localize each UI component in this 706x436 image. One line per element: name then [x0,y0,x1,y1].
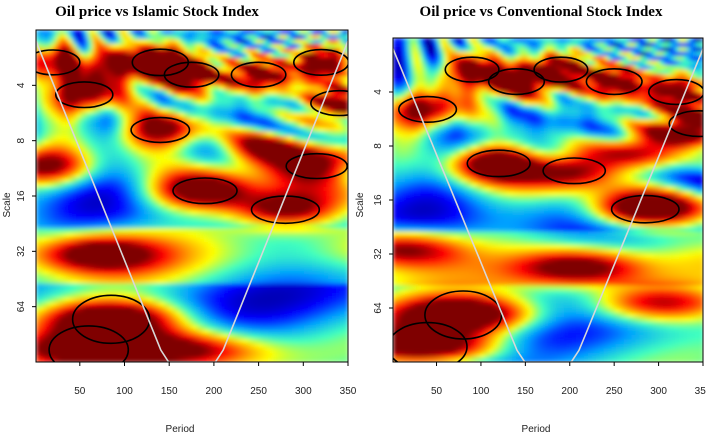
significance-contour [585,67,643,96]
x-tick-label: 150 [517,386,534,397]
significance-contour [648,78,703,106]
y-tick-label: 8 [373,143,384,149]
y-tick-label: 8 [16,137,27,143]
x-tick-label: 100 [116,386,133,397]
significance-contour [444,56,500,83]
x-tick-label: 300 [295,386,312,397]
significance-contour [424,290,503,340]
y-tick-label: 16 [373,194,384,206]
power-field [36,30,348,362]
wavelet-chart-islamic: Oil price vs Islamic Stock Index 50 100 150… [2,4,357,435]
wavelet-panel-islamic: Oil price vs Islamic Stock Index 50 100 150… [2,4,357,435]
x-tick-label: 50 [431,386,443,397]
significance-contour [668,110,703,138]
significance-contour [36,49,81,76]
cone-of-influence [393,48,703,362]
x-tick-label: 150 [161,386,178,397]
significance-contour [293,48,348,76]
y-tick-label: 64 [373,302,384,314]
significance-contour [130,116,191,144]
significance-contour [230,61,287,88]
significance-contour [55,81,114,109]
chart-title: Oil price vs Islamic Stock Index [55,4,259,20]
wavelet-panel-conventional: Oil price vs Conventional Stock Index 50 1… [353,0,706,436]
chart-title: Oil price vs Conventional Stock Index [420,4,663,20]
wavelet-chart-conventional: Oil price vs Conventional Stock Index 50 1… [355,4,706,435]
y-axis-label: Scale [355,192,366,217]
y-axis-label: Scale [2,192,13,217]
significance-contour [163,61,220,88]
x-tick-label: 100 [473,386,490,397]
x-tick-label: 200 [206,386,223,397]
significance-contours [393,56,703,362]
x-tick-label: 350 [695,386,706,397]
x-tick-label: 300 [650,386,667,397]
y-tick-label: 64 [16,301,27,313]
significance-contour [542,157,607,185]
significance-contour [285,152,348,180]
significance-contour [466,149,531,178]
significance-contour [487,67,546,96]
x-tick-label: 350 [340,386,357,397]
significance-contours [36,48,348,362]
x-axis-label: Period [166,424,195,435]
x-tick-label: 250 [250,386,267,397]
y-tick-label: 32 [373,248,384,260]
significance-contour [310,89,348,117]
power-field [393,38,703,362]
significance-contour [48,325,130,362]
significance-contour [172,177,238,205]
y-tick-label: 16 [16,190,27,202]
y-tick-label: 4 [373,89,384,95]
x-tick-label: 200 [561,386,578,397]
significance-contour [610,194,680,224]
significance-contour [71,294,151,345]
cone-of-influence [36,40,348,362]
significance-contour [533,56,589,83]
significance-contour [393,321,468,362]
x-tick-label: 250 [606,386,623,397]
x-tick-label: 50 [74,386,86,397]
x-axis-label: Period [522,424,551,435]
y-tick-label: 4 [16,82,27,88]
y-tick-label: 32 [16,245,27,257]
significance-contour [397,95,458,123]
